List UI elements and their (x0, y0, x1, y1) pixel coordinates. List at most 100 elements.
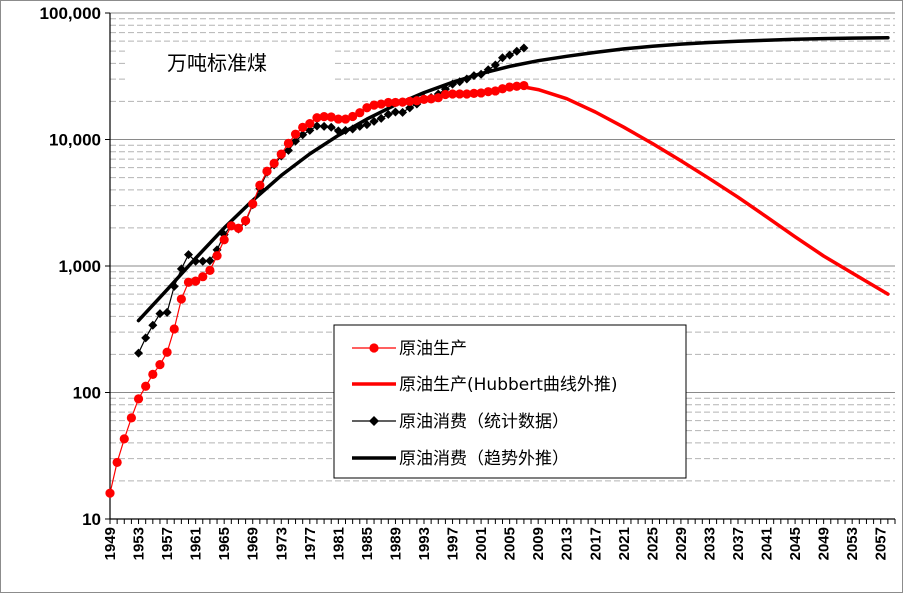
production-point (262, 166, 272, 176)
y-tick-label: 100 (73, 384, 101, 403)
production-point (383, 97, 393, 108)
production-point (198, 272, 208, 282)
production-point (248, 199, 258, 209)
consumption-point (355, 121, 365, 131)
production-point (369, 100, 379, 110)
x-tick-label: 1965 (216, 527, 233, 560)
y-tick-label: 10 (82, 510, 101, 529)
production-point (305, 118, 315, 129)
production-point (455, 89, 465, 99)
production-point (290, 129, 301, 139)
x-tick-label: 1961 (188, 527, 205, 560)
consumption-point (519, 43, 529, 53)
production-point (333, 114, 343, 124)
production-point (298, 122, 308, 132)
x-tick-label: 1985 (359, 527, 376, 560)
x-tick-label: 1949 (102, 527, 119, 560)
production-point (469, 88, 479, 98)
production-point (112, 457, 122, 468)
production-point (476, 88, 486, 98)
production-point (483, 87, 493, 97)
consumption-point (476, 69, 486, 79)
consumption-point (512, 46, 522, 56)
production-point (312, 113, 322, 123)
x-tick-label: 1969 (245, 527, 262, 560)
consumption-point (483, 65, 493, 75)
consumption-point (326, 122, 336, 132)
x-tick-label: 1993 (416, 527, 433, 560)
x-tick-label: 1953 (131, 527, 148, 560)
consumption-point (305, 125, 315, 135)
production-point (419, 94, 429, 104)
x-tick-label: 2045 (787, 527, 804, 560)
production-point (219, 235, 229, 245)
consumption-point (148, 320, 158, 330)
y-tick-labels: 10 100 1,000 10,000 100,000 (40, 4, 101, 529)
consumption-point (162, 307, 172, 317)
y-tick-label: 100,000 (40, 4, 101, 23)
x-tick-label: 2009 (530, 527, 547, 560)
legend-label-hubbert: 原油生产(Hubbert曲线外推) (399, 375, 618, 395)
consumption-point (191, 256, 201, 266)
production-point (191, 276, 201, 286)
x-tick-label: 1957 (159, 527, 176, 560)
legend-label-production: 原油生产 (399, 339, 467, 359)
production-point (447, 89, 458, 99)
production-point (362, 103, 372, 113)
consumption-point (448, 79, 458, 89)
consumption-point (348, 124, 358, 134)
consumption-point (362, 120, 372, 130)
consumption-point (369, 116, 379, 126)
consumption-point (298, 130, 308, 140)
production-point (512, 81, 522, 91)
unit-label: 万吨标准煤 (167, 51, 267, 75)
legend: 原油生产 原油生产(Hubbert曲线外推) 原油消费（统计数据） 原油消费（趋… (333, 324, 687, 479)
production-point (440, 89, 451, 100)
consumption-point (333, 126, 343, 136)
production-point (326, 112, 336, 122)
consumption-point (198, 256, 208, 266)
consumption-point (383, 109, 393, 119)
production-point (205, 265, 215, 275)
consumption-point (455, 77, 465, 87)
production-point (505, 82, 515, 92)
production-point (162, 347, 172, 357)
x-tick-label: 1997 (445, 527, 462, 560)
production-point (497, 84, 508, 94)
consumption-point (462, 74, 472, 84)
production-point (355, 108, 365, 118)
production-point (126, 413, 137, 423)
consumption-point (184, 250, 193, 260)
consumption-point (505, 50, 515, 60)
consumption-point (176, 264, 186, 274)
legend-label-consumption: 原油消费（统计数据） (399, 412, 569, 432)
consumption-point (312, 121, 322, 131)
production-point (433, 93, 443, 103)
production-point (183, 277, 194, 287)
production-point (283, 138, 294, 148)
x-tick-label: 1989 (387, 527, 404, 560)
x-tick-label: 1977 (302, 527, 319, 560)
series-line-1 (522, 85, 890, 296)
x-tick-label: 2029 (673, 527, 690, 560)
consumption-point (398, 107, 408, 117)
consumption-point (490, 60, 500, 70)
axes (105, 12, 896, 524)
x-tick-label: 2021 (616, 527, 633, 560)
x-tick-label: 1973 (273, 527, 290, 560)
production-point (412, 96, 422, 106)
x-tick-labels: 1949 1953 1957 1961 1965 1969 1973 1977 1981 1985… (102, 527, 890, 560)
x-tick-label: 2025 (644, 527, 661, 560)
legend-swatch-consumption-marker (369, 416, 379, 426)
consumption-point (341, 125, 350, 135)
production-point (519, 80, 529, 91)
production-point (133, 394, 144, 404)
production-point (490, 86, 500, 96)
y-tick-label: 10,000 (49, 131, 101, 150)
production-point (376, 99, 386, 109)
production-point (276, 149, 286, 159)
consumption-point (405, 103, 415, 113)
production-point (405, 96, 415, 106)
production-point (212, 251, 222, 261)
